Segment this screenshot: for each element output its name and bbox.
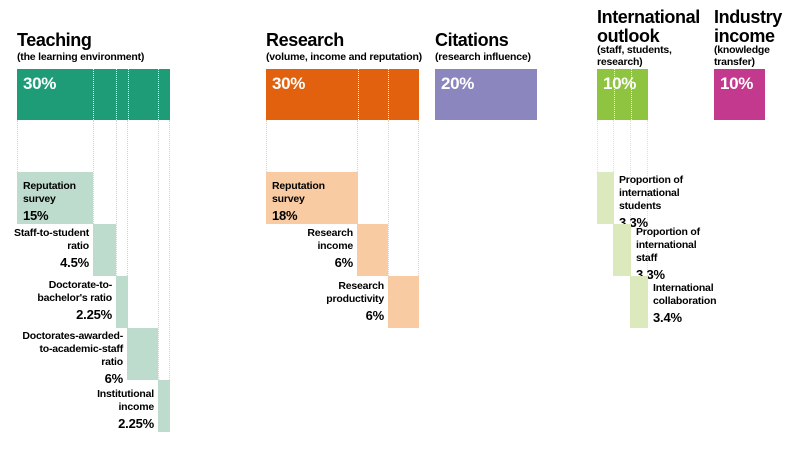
sub-label: Proportion of international students — [619, 174, 683, 212]
connector-line — [647, 120, 648, 276]
connector-line — [266, 120, 267, 172]
connector-line — [116, 120, 117, 276]
connector-line — [418, 120, 419, 276]
citations-weight-value: 20% — [441, 74, 475, 93]
sub-value: 15% — [23, 208, 49, 223]
sub-value: 2.25% — [118, 416, 154, 431]
connector-line — [158, 120, 159, 380]
sub-label: Proportion of international staff — [636, 226, 700, 264]
section-subtitle-citations: (research influence) — [435, 51, 531, 63]
teaching-sub-doctorate-bachelor-box — [116, 276, 128, 328]
teaching-sub-staff-student-box — [93, 224, 116, 276]
teaching-sub-institutional-income-label: Institutional income 2.25% — [0, 388, 154, 430]
international-weight-value: 10% — [603, 74, 637, 93]
teaching-sub-staff-student-label: Staff-to-student ratio 4.5% — [0, 227, 89, 269]
sub-value: 18% — [272, 208, 298, 223]
connector-line — [630, 120, 631, 276]
international-sub-collaboration-box — [630, 276, 648, 328]
sub-label: Research productivity — [326, 280, 384, 305]
research-weight-value: 30% — [272, 74, 306, 93]
sub-value: 3.4% — [653, 310, 682, 325]
international-weight-bar: 10% — [597, 69, 648, 120]
research-sub-income-box — [357, 224, 388, 276]
teaching-sub-doctorates-awarded-box — [127, 328, 158, 380]
research-sub-reputation-survey: Reputation survey 18% — [266, 172, 358, 224]
sub-label: International collaboration — [653, 282, 717, 307]
citations-weight-bar: 20% — [435, 69, 537, 120]
connector-line — [17, 120, 18, 172]
teaching-sub-institutional-income-box — [158, 380, 170, 432]
bar-divider-line — [128, 69, 129, 120]
research-sub-income-label: Research income 6% — [253, 227, 353, 269]
international-sub-collaboration-label: International collaboration 3.4% — [653, 282, 748, 324]
research-sub-productivity-label: Research productivity 6% — [284, 280, 384, 322]
connector-line — [93, 120, 94, 224]
section-subtitle-international: (staff, students, research) — [597, 44, 672, 68]
section-title-research: Research — [266, 30, 344, 50]
bar-divider-line — [614, 69, 615, 120]
bar-divider-line — [93, 69, 94, 120]
bar-divider-line — [388, 69, 389, 120]
sub-label: Doctorates-awarded- to-academic-staff ra… — [22, 330, 123, 368]
industry-weight-bar: 10% — [714, 69, 765, 120]
industry-weight-value: 10% — [720, 74, 754, 93]
sub-label: Reputation survey — [23, 180, 76, 205]
section-title-citations: Citations — [435, 30, 509, 50]
sub-value: 6% — [334, 255, 354, 270]
international-sub-staff-box — [613, 224, 631, 276]
sub-value: 2.25% — [76, 307, 112, 322]
connector-line — [597, 120, 598, 172]
bar-divider-line — [116, 69, 117, 120]
sub-value: 6% — [104, 371, 124, 386]
section-title-international: International outlook — [597, 7, 700, 46]
sub-label: Doctorate-to- bachelor's ratio — [37, 279, 112, 304]
sub-label: Reputation survey — [272, 180, 325, 205]
international-sub-students-label: Proportion of international students 3.3… — [619, 174, 714, 229]
teaching-sub-reputation-survey: Reputation survey 15% — [17, 172, 93, 224]
international-sub-students-box — [597, 172, 614, 224]
teaching-weight-value: 30% — [23, 74, 57, 93]
bar-divider-line — [358, 69, 359, 120]
sub-label: Institutional income — [97, 388, 154, 413]
bar-divider-line — [158, 69, 159, 120]
bar-divider-line — [631, 69, 632, 120]
section-subtitle-teaching: (the learning environment) — [17, 51, 145, 63]
sub-value: 3.3% — [636, 267, 665, 282]
connector-line — [127, 120, 128, 328]
section-subtitle-research: (volume, income and reputation) — [266, 51, 422, 63]
teaching-weight-bar: 30% — [17, 69, 170, 120]
research-weight-bar: 30% — [266, 69, 419, 120]
section-title-teaching: Teaching — [17, 30, 92, 50]
teaching-sub-doctorates-awarded-label: Doctorates-awarded- to-academic-staff ra… — [0, 330, 123, 385]
sub-value: 4.5% — [60, 255, 89, 270]
international-sub-staff-label: Proportion of international staff 3.3% — [636, 226, 731, 281]
research-sub-productivity-box — [388, 276, 419, 328]
connector-line — [388, 120, 389, 276]
sub-label: Staff-to-student ratio — [14, 227, 89, 252]
connector-line — [169, 120, 170, 380]
sub-label: Research income — [307, 227, 353, 252]
section-subtitle-industry: (knowledge transfer) — [714, 44, 770, 68]
teaching-sub-doctorate-bachelor-label: Doctorate-to- bachelor's ratio 2.25% — [0, 279, 112, 321]
section-title-industry: Industry income — [714, 7, 782, 46]
sub-value: 6% — [365, 308, 385, 323]
